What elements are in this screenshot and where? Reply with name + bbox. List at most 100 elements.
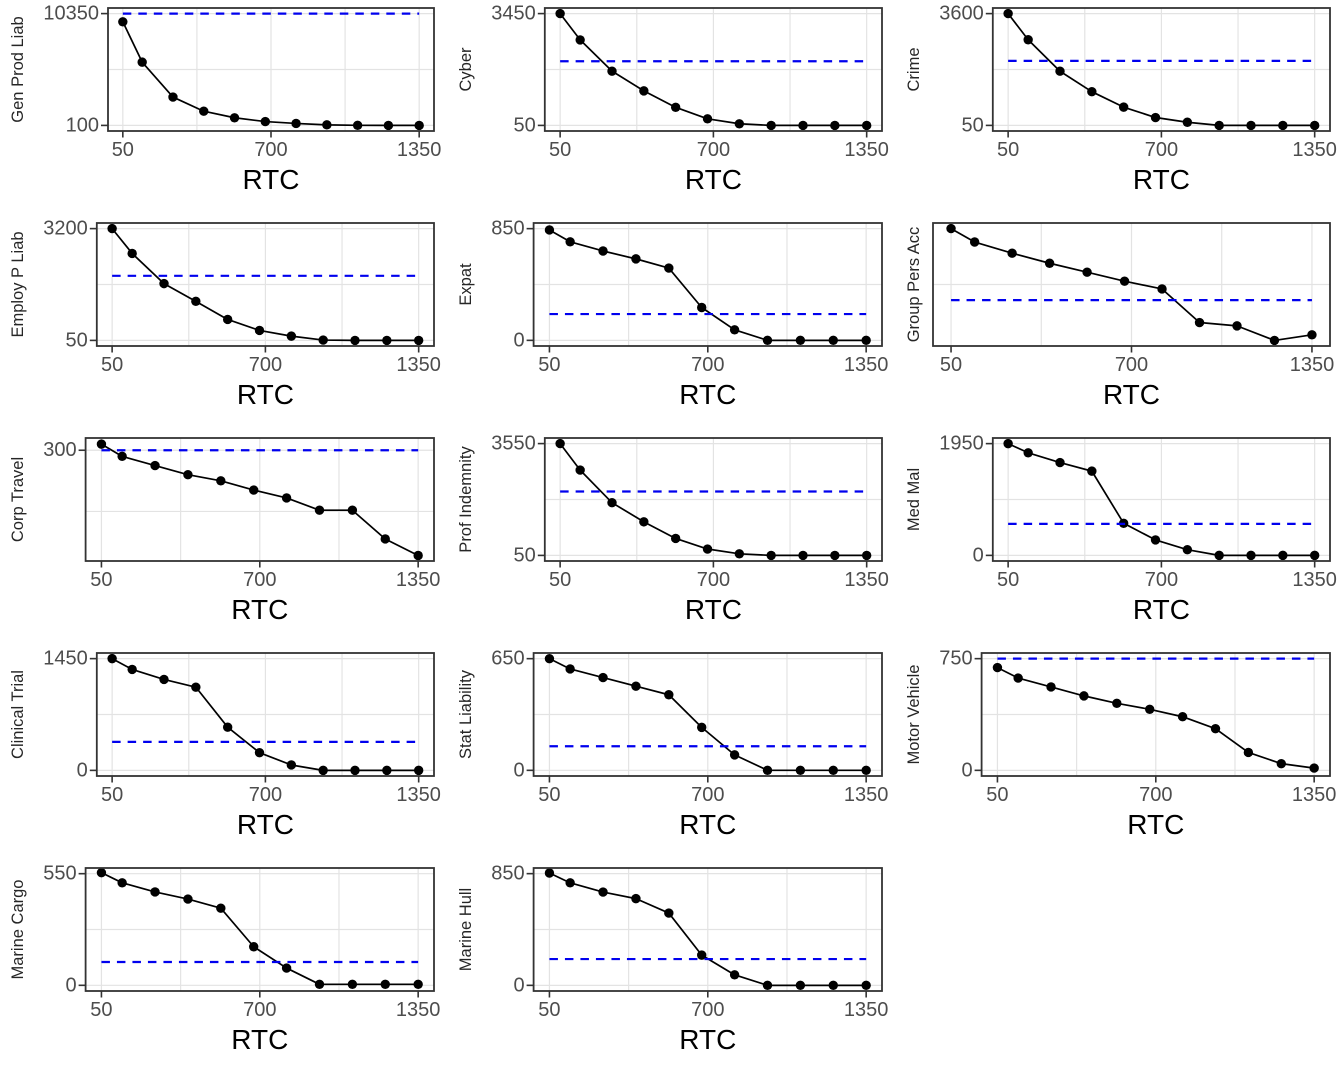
- data-point: [318, 765, 328, 776]
- data-point: [96, 867, 107, 878]
- data-point: [413, 550, 423, 561]
- data-point: [254, 747, 265, 758]
- data-point: [762, 765, 773, 776]
- y-tick-label: 0: [513, 974, 524, 996]
- data-point: [1055, 66, 1065, 76]
- chart-svg: 50 700 1350 100 10350 Gen Prod Liab RTC: [9, 3, 441, 195]
- facet-expat: 50 700 1350 0 850 Expat RTC: [448, 215, 896, 430]
- data-point: [1182, 117, 1193, 127]
- data-point: [1246, 550, 1256, 561]
- data-point: [347, 979, 358, 990]
- x-tick-label: 1350: [396, 999, 441, 1021]
- data-point: [992, 662, 1003, 673]
- data-point: [555, 438, 565, 449]
- data-point: [607, 66, 617, 76]
- chart-svg: 50 700 1350 Group Pers Acc RTC: [905, 222, 1334, 410]
- x-tick-label: 50: [549, 139, 571, 161]
- data-point: [1157, 284, 1167, 294]
- y-tick-label: 0: [77, 759, 88, 781]
- y-tick-label: 1450: [43, 648, 88, 670]
- data-point: [795, 335, 806, 346]
- facet-prof-indemnity: 50 700 1350 50 3550 Prof Indemnity RTC: [448, 430, 896, 645]
- data-point: [1046, 682, 1056, 692]
- x-tick-label: 50: [112, 139, 134, 161]
- y-tick-label: 650: [491, 648, 524, 670]
- x-axis-title: RTC: [1103, 379, 1160, 410]
- data-point: [380, 979, 390, 990]
- data-point: [1044, 258, 1055, 268]
- x-tick-label: 1350: [1292, 784, 1337, 806]
- chart-svg: 50 700 1350 50 3200 Employ P Liab RTC: [9, 218, 441, 410]
- data-point: [555, 8, 565, 19]
- data-point: [1150, 112, 1161, 123]
- data-point: [1118, 102, 1129, 112]
- data-point: [291, 118, 301, 129]
- data-point: [1087, 466, 1097, 476]
- chart-svg: 50 700 1350 0 1450 Clinical Trial RTC: [9, 648, 441, 840]
- data-point: [150, 460, 160, 471]
- data-point: [254, 325, 265, 336]
- x-tick-label: 700: [1115, 354, 1148, 376]
- data-point: [1232, 321, 1242, 331]
- data-point: [670, 102, 681, 113]
- facet-marine-cargo: 50 700 1350 0 550 Marine Cargo RTC: [0, 860, 448, 1075]
- data-point: [413, 979, 423, 990]
- x-tick-label: 700: [1145, 139, 1178, 161]
- data-point: [598, 672, 608, 683]
- data-point: [729, 970, 740, 980]
- data-point: [107, 223, 117, 234]
- data-point: [544, 868, 555, 878]
- data-point: [199, 106, 209, 116]
- data-point: [734, 549, 745, 559]
- data-point: [318, 335, 328, 345]
- y-tick-label: 300: [43, 439, 76, 461]
- y-axis-title: Cyber: [457, 47, 475, 92]
- x-tick-label: 50: [538, 354, 560, 376]
- data-point: [382, 335, 392, 346]
- data-point: [1278, 550, 1288, 561]
- data-point: [127, 664, 137, 675]
- x-tick-label: 1350: [844, 569, 889, 591]
- data-point: [1007, 248, 1017, 258]
- data-point: [322, 120, 332, 130]
- data-point: [117, 451, 127, 462]
- x-axis-title: RTC: [231, 594, 288, 625]
- x-tick-label: 50: [90, 569, 112, 591]
- facet-motor-vehicle: 50 700 1350 0 750 Motor Vehicle RTC: [896, 645, 1344, 860]
- facet-stat-liability: 50 700 1350 0 650 Stat Liability RTC: [448, 645, 896, 860]
- x-axis-title: RTC: [685, 164, 742, 195]
- data-point: [414, 120, 424, 131]
- x-tick-label: 700: [691, 354, 724, 376]
- y-tick-label: 850: [491, 218, 524, 240]
- data-point: [1079, 691, 1089, 701]
- data-point: [544, 653, 555, 664]
- data-point: [664, 690, 674, 700]
- data-point: [380, 534, 390, 544]
- data-point: [828, 335, 838, 346]
- x-tick-label: 700: [254, 139, 287, 161]
- data-point: [565, 878, 575, 888]
- x-tick-label: 700: [1139, 784, 1172, 806]
- data-point: [697, 950, 707, 960]
- data-point: [1023, 35, 1033, 45]
- x-axis-title: RTC: [1133, 594, 1190, 625]
- x-axis-title: RTC: [242, 164, 299, 195]
- data-point: [96, 439, 107, 449]
- data-point: [861, 765, 871, 776]
- data-point: [664, 263, 674, 273]
- data-point: [697, 302, 707, 313]
- y-axis-title: Employ P Liab: [9, 231, 27, 337]
- data-point: [1246, 120, 1256, 131]
- data-point: [766, 550, 776, 561]
- x-axis-title: RTC: [679, 809, 736, 840]
- y-tick-label: 0: [65, 974, 76, 996]
- x-tick-label: 700: [249, 784, 282, 806]
- data-point: [314, 979, 325, 990]
- x-tick-label: 1350: [844, 354, 889, 376]
- data-point: [1214, 550, 1224, 561]
- y-axis-title: Clinical Trial: [9, 670, 27, 759]
- data-point: [1013, 673, 1023, 683]
- data-point: [664, 908, 674, 918]
- data-point: [798, 550, 808, 561]
